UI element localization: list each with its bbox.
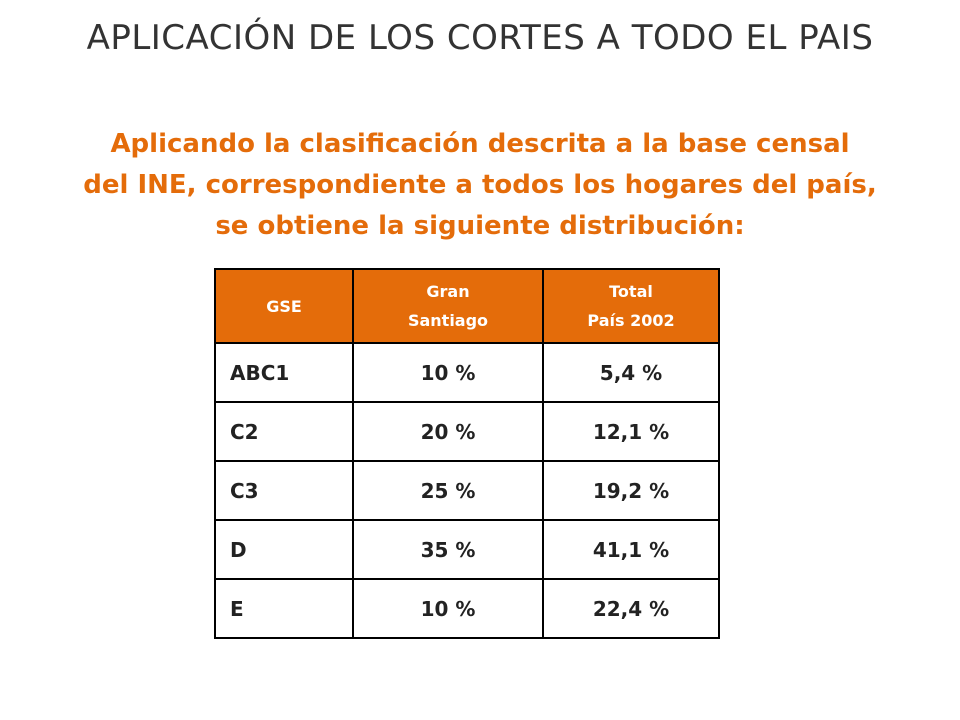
- cell-gran-santiago: 10 %: [352, 578, 544, 639]
- table-header-row: GSE Gran Santiago Total País 2002: [214, 268, 720, 344]
- cell-gse: C3: [214, 460, 354, 521]
- subtitle-line: del INE, correspondiente a todos los hog…: [83, 170, 877, 200]
- cell-total-pais: 19,2 %: [542, 460, 720, 521]
- header-line: Total: [609, 282, 653, 301]
- cell-gran-santiago: 35 %: [352, 519, 544, 580]
- gse-distribution-table: GSE Gran Santiago Total País 2002 ABC1 1…: [214, 268, 720, 639]
- header-line: Gran: [426, 282, 470, 301]
- slide-subtitle: Aplicando la clasificación descrita a la…: [50, 124, 910, 247]
- table-row: E 10 % 22,4 %: [214, 578, 720, 639]
- cell-total-pais: 5,4 %: [542, 342, 720, 403]
- subtitle-line: Aplicando la clasificación descrita a la…: [110, 129, 850, 159]
- cell-gran-santiago: 20 %: [352, 401, 544, 462]
- cell-total-pais: 12,1 %: [542, 401, 720, 462]
- header-line: País 2002: [587, 311, 675, 330]
- cell-gse: D: [214, 519, 354, 580]
- cell-gse: E: [214, 578, 354, 639]
- subtitle-line: se obtiene la siguiente distribución:: [215, 211, 745, 241]
- cell-gran-santiago: 25 %: [352, 460, 544, 521]
- header-total-pais: Total País 2002: [542, 268, 720, 344]
- header-gse: GSE: [214, 268, 354, 344]
- cell-gse: C2: [214, 401, 354, 462]
- header-gran-santiago: Gran Santiago: [352, 268, 544, 344]
- header-line: Santiago: [407, 311, 489, 330]
- slide-title: APLICACIÓN DE LOS CORTES A TODO EL PAIS: [86, 18, 874, 58]
- table-row: D 35 % 41,1 %: [214, 519, 720, 580]
- table-row: C2 20 % 12,1 %: [214, 401, 720, 462]
- header-line: GSE: [266, 296, 302, 316]
- cell-total-pais: 22,4 %: [542, 578, 720, 639]
- cell-gran-santiago: 10 %: [352, 342, 544, 403]
- table-row: ABC1 10 % 5,4 %: [214, 342, 720, 403]
- cell-total-pais: 41,1 %: [542, 519, 720, 580]
- table-row: C3 25 % 19,2 %: [214, 460, 720, 521]
- cell-gse: ABC1: [214, 342, 354, 403]
